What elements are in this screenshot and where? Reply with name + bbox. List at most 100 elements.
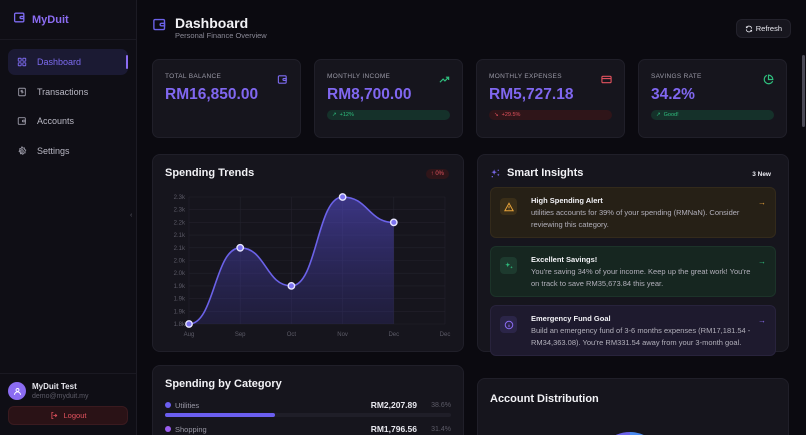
- stat-card-monthly-expenses: MONTHLY EXPENSES RM5,727.18 ↘ +29.5%: [476, 59, 625, 138]
- user-icon: [13, 387, 21, 395]
- sidebar-nav: Dashboard Transactions Accounts Settings: [0, 40, 136, 176]
- logout-label: Logout: [63, 411, 87, 420]
- category-progress-fill: [165, 413, 276, 417]
- avatar: [8, 382, 26, 400]
- wallet-icon: [277, 72, 288, 84]
- category-progress-bar: [165, 413, 451, 417]
- panels-row: Spending Trends ↑ 0% 2.3k 2.3k 2.2k 2.1k 2.1…: [152, 154, 806, 356]
- arrow-right-icon[interactable]: →: [758, 257, 766, 266]
- insight-title: High Spending Alert: [531, 196, 603, 205]
- sparkles-icon: [491, 168, 500, 177]
- page-title: Dashboard: [175, 14, 249, 31]
- sidebar-item-transactions[interactable]: Transactions: [8, 79, 128, 105]
- main-content: Dashboard Personal Finance Overview Refr…: [137, 0, 806, 435]
- sidebar: MyDuit Dashboard Transactions Accounts: [0, 0, 137, 435]
- chart-data-point[interactable]: [338, 193, 347, 201]
- svg-text:Dec: Dec: [388, 332, 399, 338]
- category-percent: 31.4%: [431, 425, 451, 433]
- insight-card-excellent-savings[interactable]: Excellent Savings! You're saving 34% of …: [490, 246, 776, 297]
- panels-row-2: Spending by Category Utilities RM2,207.8…: [152, 365, 806, 435]
- svg-text:2.0k: 2.0k: [174, 271, 186, 277]
- category-row[interactable]: Shopping RM1,796.56 31.4%: [165, 424, 451, 434]
- sidebar-collapse-handle[interactable]: ‹: [130, 212, 133, 219]
- svg-text:Dec: Dec: [440, 332, 451, 338]
- insight-text: utilities accounts for 39% of your spend…: [531, 208, 740, 229]
- stat-label: SAVINGS RATE: [651, 73, 702, 80]
- page-scrollbar[interactable]: [802, 55, 805, 127]
- brand[interactable]: MyDuit: [0, 0, 136, 40]
- stat-value: RM16,850.00: [165, 86, 259, 103]
- svg-text:Oct: Oct: [287, 332, 297, 338]
- refresh-button[interactable]: Refresh: [735, 19, 791, 38]
- panel-title: Smart Insights: [507, 167, 584, 179]
- category-name: Utilities: [175, 400, 200, 410]
- receipt-icon: [17, 87, 27, 97]
- stat-card-savings-rate: SAVINGS RATE 34.2% ↗ Good!: [638, 59, 787, 138]
- category-amount: RM1,796.56: [370, 424, 417, 434]
- category-color-dot: [165, 426, 171, 432]
- svg-text:2.1k: 2.1k: [174, 246, 186, 252]
- svg-text:1.9k: 1.9k: [174, 284, 186, 290]
- stat-label: MONTHLY EXPENSES: [489, 73, 562, 80]
- chart-data-point[interactable]: [287, 282, 296, 290]
- spending-trends-chart[interactable]: 2.3k 2.3k 2.2k 2.1k 2.1k 2.0k 2.0k 1.9k 1.9k 1.9k…: [163, 189, 455, 339]
- stats-row: TOTAL BALANCE RM16,850.00 MONTHLY INCOME…: [152, 59, 806, 138]
- category-color-dot: [165, 402, 171, 408]
- trending-down-icon: ↘: [494, 112, 499, 118]
- user-name: MyDuit Test: [32, 381, 77, 391]
- sidebar-item-accounts[interactable]: Accounts: [8, 108, 128, 134]
- arrow-right-icon[interactable]: →: [758, 198, 766, 207]
- chart-data-point[interactable]: [389, 218, 398, 227]
- insight-card-high-spending[interactable]: High Spending Alert utilities accounts f…: [490, 187, 776, 238]
- trending-up-icon: [439, 72, 450, 83]
- insights-count-badge: 3 New: [752, 171, 771, 178]
- sidebar-item-label: Transactions: [37, 86, 89, 97]
- chart-data-point[interactable]: [185, 320, 193, 328]
- spending-by-category-panel: Spending by Category Utilities RM2,207.8…: [152, 365, 464, 435]
- sidebar-item-settings[interactable]: Settings: [8, 138, 128, 164]
- expenses-change-badge: ↘ +29.5%: [489, 110, 612, 120]
- page-header: Dashboard Personal Finance Overview Refr…: [152, 0, 806, 55]
- sidebar-item-label: Accounts: [37, 116, 75, 126]
- sidebar-item-label: Settings: [37, 145, 70, 156]
- panel-title: Account Distribution: [490, 393, 599, 405]
- user-profile[interactable]: MyDuit Test demo@myduit.my: [8, 380, 128, 402]
- svg-text:1.8k: 1.8k: [174, 322, 186, 328]
- pie-chart-icon: [763, 72, 774, 85]
- grid-icon: [17, 57, 27, 67]
- smart-insights-panel: Smart Insights 3 New High Spending Alert…: [477, 154, 789, 356]
- category-row[interactable]: Utilities RM2,207.89 38.6%: [165, 400, 451, 417]
- account-distribution-donut[interactable]: [590, 427, 670, 435]
- sparkle-icon: [500, 257, 517, 274]
- insight-text: You're saving 34% of your income. Keep u…: [531, 267, 751, 288]
- svg-text:1.9k: 1.9k: [174, 309, 186, 315]
- svg-text:2.1k: 2.1k: [174, 233, 186, 239]
- category-percent: 38.6%: [431, 401, 451, 409]
- svg-text:2.0k: 2.0k: [174, 259, 186, 265]
- category-name: Shopping: [175, 424, 207, 434]
- logout-icon: [50, 412, 57, 419]
- stat-label: MONTHLY INCOME: [327, 73, 391, 80]
- trending-up-icon: ↗: [656, 112, 661, 118]
- insight-title: Excellent Savings!: [531, 255, 598, 264]
- arrow-right-icon[interactable]: →: [758, 316, 766, 325]
- refresh-icon: [745, 25, 752, 32]
- page-subtitle: Personal Finance Overview: [175, 30, 267, 40]
- svg-text:2.3k: 2.3k: [174, 208, 186, 214]
- sidebar-item-dashboard[interactable]: Dashboard: [8, 49, 128, 75]
- panel-title: Spending Trends: [165, 167, 255, 179]
- wallet-icon: [17, 116, 27, 126]
- income-change-badge: ↗ +12%: [327, 110, 450, 120]
- info-icon: [500, 316, 517, 333]
- svg-text:1.9k: 1.9k: [174, 297, 186, 303]
- svg-text:Nov: Nov: [337, 332, 348, 338]
- svg-text:2.3k: 2.3k: [174, 195, 186, 201]
- logout-button[interactable]: Logout: [8, 406, 128, 425]
- category-amount: RM2,207.89: [370, 400, 417, 410]
- stat-value: RM5,727.18: [489, 86, 574, 103]
- chart-data-point[interactable]: [236, 243, 245, 252]
- user-section: MyDuit Test demo@myduit.my Logout: [0, 373, 136, 435]
- svg-text:2.2k: 2.2k: [174, 220, 186, 226]
- insight-card-emergency-fund[interactable]: Emergency Fund Goal Build an emergency f…: [490, 305, 776, 356]
